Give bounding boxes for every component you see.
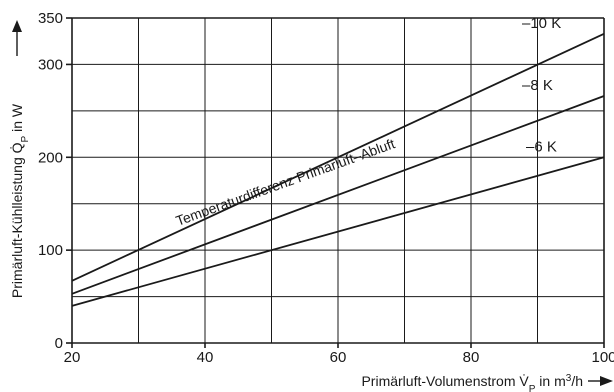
- y-axis-arrowhead: [12, 20, 22, 32]
- x-tick-label-80: 80: [463, 349, 480, 366]
- y-tick-label-350: 350: [38, 10, 63, 27]
- y-tick-label-0: 0: [55, 335, 63, 352]
- y-axis-label-pre: Primärluft-Kühlleistung: [9, 153, 25, 298]
- series-label-8k: –8 K: [522, 77, 553, 94]
- x-axis-label-symbol: V̇: [519, 373, 529, 389]
- x-tick-label-60: 60: [330, 349, 347, 366]
- x-axis-label-superscript: 3: [566, 373, 572, 384]
- axes: [66, 17, 605, 348]
- x-axis-arrowhead: [600, 376, 613, 386]
- y-axis-label: Primärluft-Kühlleistung Q̇P in W: [9, 103, 31, 298]
- series-lines: [71, 32, 605, 307]
- x-axis-label: Primärluft-Volumenstrom V̇P in m3/h: [361, 373, 583, 392]
- y-tick-label-300: 300: [38, 56, 63, 73]
- y-axis-label-subscript: P: [20, 135, 31, 142]
- y-axis-label-symbol: Q̇: [9, 142, 25, 153]
- series-line-10k: [71, 32, 605, 282]
- x-axis-label-post: /h: [571, 373, 583, 389]
- series-labels: –10 K –8 K –6 K: [522, 15, 561, 156]
- y-tick-label-100: 100: [38, 242, 63, 259]
- series-line-8k: [71, 95, 605, 295]
- x-axis-label-mid: in m: [535, 373, 565, 389]
- y-axis-label-post: in W: [9, 103, 25, 136]
- x-tick-label-20: 20: [64, 349, 81, 366]
- series-label-10k: –10 K: [522, 15, 561, 32]
- x-tick-labels: 20 40 60 80 100: [64, 349, 614, 366]
- series-line-6k: [71, 156, 605, 307]
- x-tick-label-100: 100: [591, 349, 614, 366]
- y-tick-label-200: 200: [38, 149, 63, 166]
- series-label-6k: –6 K: [526, 138, 557, 155]
- x-axis-label-pre: Primärluft-Volumenstrom: [361, 373, 519, 389]
- x-axis-label-subscript: P: [529, 384, 536, 392]
- x-tick-label-40: 40: [197, 349, 214, 366]
- y-tick-labels: 0 100 200 300 350: [38, 10, 63, 352]
